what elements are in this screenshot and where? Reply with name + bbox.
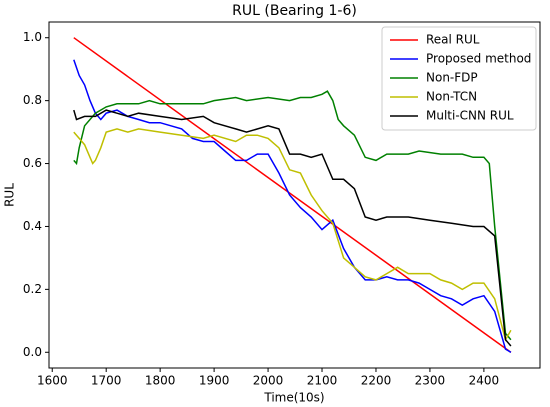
y-tick-label: 0.0 (23, 345, 42, 359)
x-tick-label: 1900 (199, 374, 230, 388)
y-tick-label: 0.2 (23, 282, 42, 296)
series-line (73, 59, 512, 353)
legend-label: Non-FDP (426, 71, 478, 85)
y-tick-label: 0.8 (23, 93, 42, 107)
legend-box (381, 26, 537, 131)
x-tick-label: 1800 (145, 374, 176, 388)
legend-label: Non-TCN (426, 90, 477, 104)
legend-label: Real RUL (426, 33, 480, 47)
y-tick-label: 0.6 (23, 156, 42, 170)
x-tick-label: 2300 (415, 374, 446, 388)
x-tick-label: 1600 (37, 374, 68, 388)
series-line (73, 90, 512, 341)
series-line (73, 37, 512, 353)
x-tick-label: 1700 (91, 374, 122, 388)
x-tick-label: 2000 (253, 374, 284, 388)
x-tick-label: 2100 (307, 374, 338, 388)
legend-label: Proposed method (426, 52, 531, 66)
x-axis-label: Time(10s) (263, 391, 324, 405)
series-line (73, 128, 512, 342)
y-tick-label: 0.4 (23, 219, 42, 233)
plot-frame (48, 21, 541, 369)
y-axis-label: RUL (3, 183, 17, 207)
chart-title: RUL (Bearing 1-6) (232, 3, 357, 19)
y-tick-label: 1.0 (23, 30, 42, 44)
x-tick-label: 2400 (469, 374, 500, 388)
series-line (73, 109, 512, 347)
legend-label: Multi-CNN RUL (426, 109, 514, 123)
x-tick-label: 2200 (361, 374, 392, 388)
